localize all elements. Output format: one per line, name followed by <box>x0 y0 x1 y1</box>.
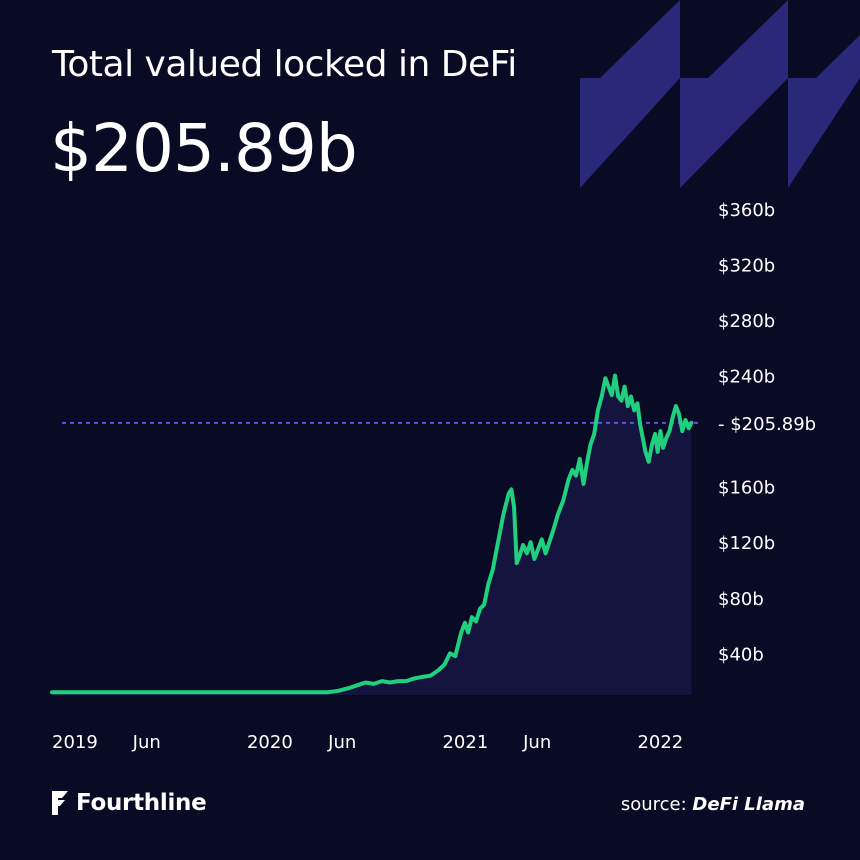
y-tick-label: $120b <box>718 533 775 554</box>
x-tick-label: 2021 <box>442 732 488 753</box>
brand: Fourthline <box>52 789 207 817</box>
y-tick-label: $360b <box>718 200 775 221</box>
page-title: Total valued locked in DeFi <box>52 44 517 85</box>
y-tick-label: $80b <box>718 589 764 610</box>
source-name: DeFi Llama <box>692 794 805 815</box>
deco-triangle-2 <box>816 35 860 78</box>
deco-triangle-0 <box>600 0 680 78</box>
x-tick-label: 2022 <box>637 732 683 753</box>
y-tick-label: $320b <box>718 255 775 276</box>
brand-name: Fourthline <box>76 790 207 816</box>
x-tick-label: 2020 <box>247 732 293 753</box>
x-tick-label: 2019 <box>52 732 98 753</box>
current-tvl-value: $205.89b <box>50 110 358 187</box>
deco-triangle-3 <box>580 78 680 188</box>
series-area-fill <box>52 375 692 695</box>
y-tick-label: $240b <box>718 367 775 388</box>
fourthline-logo-icon <box>52 791 68 815</box>
source-prefix: source: <box>620 794 687 815</box>
y-tick-label: $280b <box>718 311 775 332</box>
x-tick-label: Jun <box>132 732 161 753</box>
y-tick-label: $160b <box>718 478 775 499</box>
deco-triangle-4 <box>680 78 788 188</box>
tvl-area-chart: - $205.89b $40b $80b $120b $160b $240b $280b $… <box>50 200 816 753</box>
deco-triangle-1 <box>708 0 788 78</box>
source-credit: source: DeFi Llama <box>621 794 805 815</box>
y-tick-label: $40b <box>718 644 764 665</box>
deco-triangle-5 <box>788 78 860 188</box>
reference-line-label: - $205.89b <box>718 414 816 435</box>
x-tick-label: Jun <box>522 732 551 753</box>
x-tick-label: Jun <box>327 732 356 753</box>
series-line <box>50 373 694 695</box>
triangle-pattern-decoration <box>580 0 860 188</box>
